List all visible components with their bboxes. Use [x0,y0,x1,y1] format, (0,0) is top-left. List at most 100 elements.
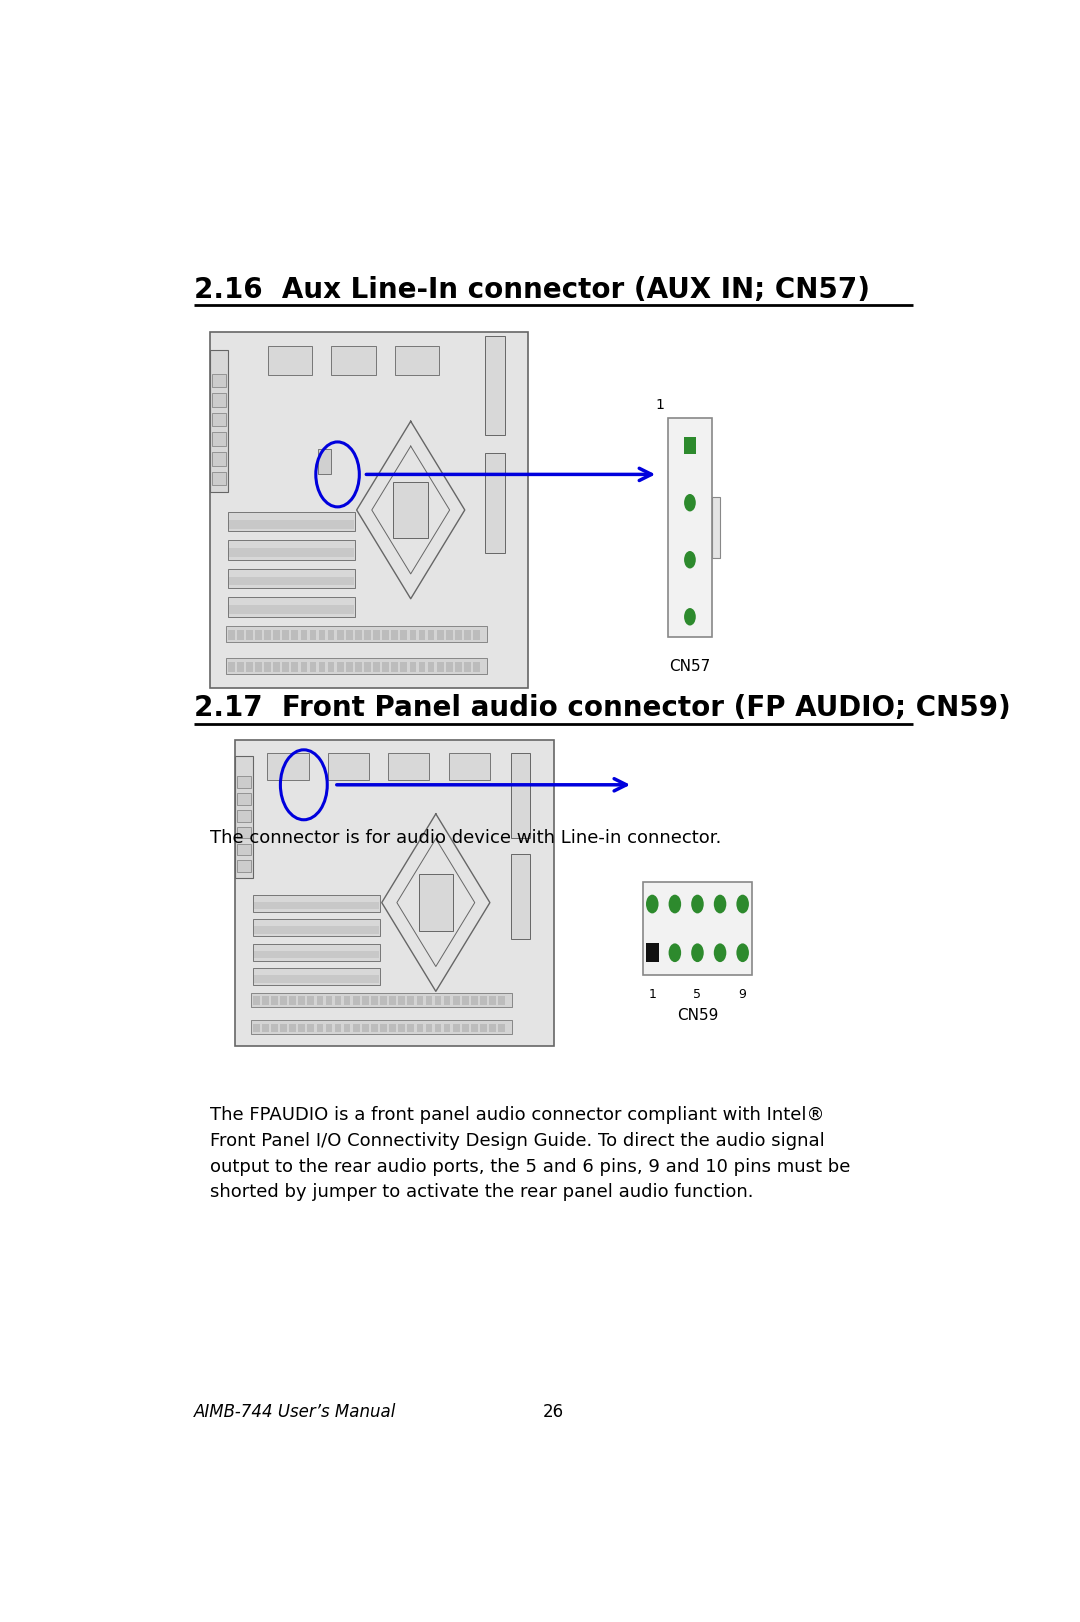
Bar [473,662,480,672]
Bar [419,629,426,639]
Bar [498,1023,505,1032]
Bar [326,996,333,1004]
Bar [399,996,405,1004]
Bar [228,569,355,589]
Bar [434,996,442,1004]
Bar [271,1023,278,1032]
Bar [212,393,226,407]
Bar [226,657,487,673]
Bar [292,629,298,639]
Bar [238,843,252,855]
Bar [254,975,379,983]
Bar [389,996,396,1004]
Bar [298,1023,305,1032]
Bar [253,920,380,936]
Bar [389,1023,396,1032]
Bar [407,1023,414,1032]
Bar [237,662,244,672]
Circle shape [737,944,748,962]
Bar [282,662,289,672]
Text: 2.16  Aux Line-In connector (AUX IN; CN57): 2.16 Aux Line-In connector (AUX IN; CN57… [193,276,869,303]
Circle shape [646,895,659,913]
Bar [228,540,355,560]
Bar [238,809,252,821]
Bar [511,753,529,839]
Bar [399,1023,405,1032]
Bar [308,1023,314,1032]
Bar [446,629,453,639]
Circle shape [714,895,727,913]
Bar [374,629,380,639]
Bar [238,860,252,873]
Bar [455,662,461,672]
Bar [372,1023,378,1032]
Bar [228,662,234,672]
Circle shape [714,944,727,962]
Bar [485,336,504,435]
Bar [669,418,712,637]
Bar [426,996,432,1004]
Bar [265,629,271,639]
Text: The FPAUDIO is a front panel audio connector compliant with Intel®
Front Panel I: The FPAUDIO is a front panel audio conne… [211,1106,851,1202]
Bar [252,1020,512,1035]
Bar [417,1023,423,1032]
Bar [337,662,343,672]
Bar [228,597,355,616]
Bar [253,968,380,985]
Bar [419,662,426,672]
Bar [308,996,314,1004]
Bar [498,996,505,1004]
Bar [319,449,332,474]
Bar [343,996,351,1004]
Bar [212,373,226,388]
Bar [226,626,487,642]
Bar [292,662,298,672]
Bar [481,996,487,1004]
Bar [380,996,387,1004]
Circle shape [684,608,696,626]
Bar [382,662,389,672]
Bar [326,1023,333,1032]
Bar [246,629,253,639]
Bar [401,629,407,639]
Text: 26: 26 [543,1403,564,1421]
Bar [391,629,399,639]
Bar [401,662,407,672]
Bar [471,996,477,1004]
Bar [229,519,354,529]
Bar [409,662,416,672]
Bar [289,996,296,1004]
Bar [426,1023,432,1032]
Bar [211,350,228,491]
Circle shape [684,495,696,511]
Bar [355,662,362,672]
Bar [428,662,434,672]
Bar [712,496,720,558]
Bar [444,1023,450,1032]
Bar [434,1023,442,1032]
Bar [337,629,343,639]
Bar [319,629,325,639]
Bar [646,944,659,962]
Bar [271,996,278,1004]
Bar [238,793,252,805]
Bar [444,996,450,1004]
Bar [335,996,341,1004]
Circle shape [691,944,704,962]
Bar [211,333,528,688]
Bar [335,1023,341,1032]
Bar [238,777,252,788]
Bar [282,629,289,639]
Bar [254,950,379,959]
Bar [374,662,380,672]
Bar [332,345,376,375]
Bar [316,996,323,1004]
Bar [316,1023,323,1032]
Text: 9: 9 [739,988,746,1001]
Circle shape [669,944,681,962]
Bar [228,513,355,532]
Bar [353,1023,360,1032]
Bar [298,996,305,1004]
Bar [393,482,428,539]
Bar [388,753,430,780]
